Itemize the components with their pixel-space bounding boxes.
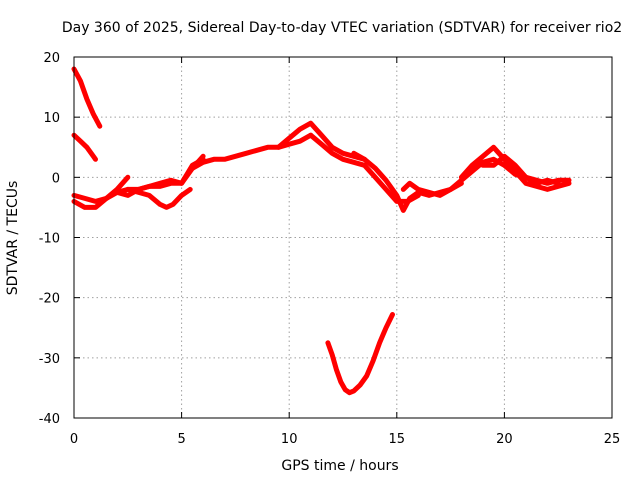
x-tick-label: 25: [604, 432, 621, 447]
series-track-d: [71, 174, 131, 210]
x-tick-label: 10: [281, 432, 298, 447]
series-track-h: [275, 120, 367, 162]
series-track-m: [480, 153, 561, 186]
data-series: [71, 66, 572, 396]
y-axis-label: SDTVAR / TECUs: [5, 181, 21, 296]
x-tick-label: 20: [496, 432, 513, 447]
series-track-n: [325, 312, 395, 396]
x-tick-label: 15: [389, 432, 406, 447]
plot-frame: [73, 56, 613, 419]
series-track-f: [114, 153, 206, 198]
series-track-l: [458, 144, 572, 192]
series-track-b: [71, 132, 98, 162]
y-tick-label: -30: [39, 352, 60, 367]
y-tick-label: -40: [39, 412, 60, 427]
y-tick-label: 20: [43, 51, 60, 66]
x-tick-label: 0: [70, 432, 78, 447]
chart-title: Day 360 of 2025, Sidereal Day-to-day VTE…: [62, 20, 622, 36]
y-tick-label: 10: [43, 111, 60, 126]
x-axis-label: GPS time / hours: [281, 458, 398, 474]
y-tick-label: -10: [39, 232, 60, 247]
y-tick-label: -20: [39, 292, 60, 307]
series-track-e: [125, 186, 193, 210]
grid-lines: [74, 57, 612, 418]
y-tick-label: 0: [52, 171, 60, 186]
x-tick-label: 5: [177, 432, 185, 447]
series-track-a: [71, 66, 103, 129]
axis-ticks: 0 5 10 15 20 25 -40 -30 -20 -10 0 10 20: [39, 51, 621, 447]
series-track-g: [189, 132, 314, 171]
